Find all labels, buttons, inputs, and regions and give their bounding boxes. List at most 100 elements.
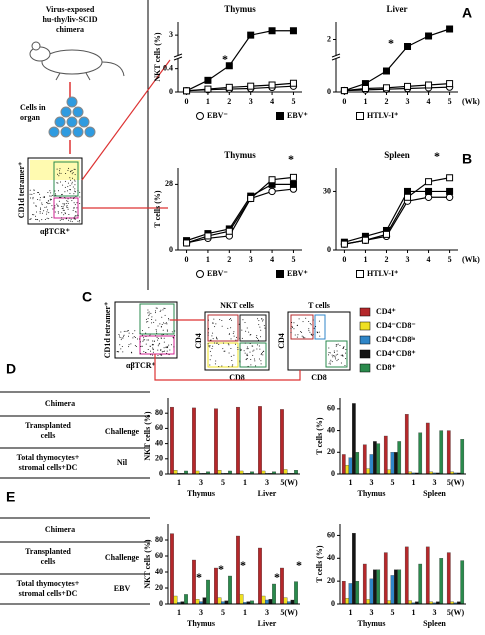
dot — [59, 219, 61, 221]
dot — [237, 347, 239, 349]
dot — [328, 352, 330, 354]
dot — [128, 344, 130, 346]
dot — [246, 348, 248, 350]
dot — [162, 309, 164, 311]
dot — [127, 335, 129, 337]
dot — [164, 307, 166, 309]
point — [340, 240, 348, 248]
dot — [145, 352, 147, 354]
dot — [145, 332, 147, 334]
dot — [156, 307, 158, 309]
dot — [319, 335, 321, 337]
bar — [258, 547, 262, 605]
bar — [366, 599, 370, 605]
dot — [211, 348, 213, 350]
dot — [245, 330, 247, 332]
dot — [33, 189, 35, 191]
x-tick-label: 1 — [363, 255, 367, 264]
dot — [311, 334, 313, 336]
dot — [342, 355, 344, 357]
dot — [77, 214, 79, 216]
legend-marker — [356, 270, 364, 278]
series-line — [186, 176, 294, 244]
dot — [154, 310, 156, 312]
dot — [30, 218, 32, 220]
dot — [67, 190, 69, 192]
dot — [149, 350, 151, 352]
table-cell: stromal cells+DC — [19, 589, 78, 598]
dot — [57, 205, 59, 207]
dot — [210, 339, 212, 341]
dot — [50, 199, 52, 201]
point — [425, 187, 433, 195]
dot — [328, 363, 330, 365]
dot — [157, 325, 159, 327]
dot — [51, 216, 53, 218]
series-line — [344, 190, 450, 243]
dot — [152, 340, 154, 342]
dot — [73, 207, 75, 209]
legend-label: HTLV-I⁺ — [367, 111, 398, 120]
point — [424, 193, 433, 201]
dot — [61, 207, 63, 209]
dot — [70, 189, 72, 191]
dot — [50, 198, 52, 200]
bar — [404, 546, 409, 605]
axis-label: CD8 — [229, 373, 245, 382]
dot — [47, 203, 49, 205]
dot — [123, 334, 125, 336]
dot — [69, 220, 71, 222]
bar — [192, 559, 196, 605]
y-tick-label: 20 — [155, 583, 163, 592]
y-tick-label: 0 — [169, 87, 173, 96]
dot — [118, 333, 120, 335]
dot — [78, 221, 80, 223]
dot — [70, 170, 72, 172]
dot — [33, 192, 35, 194]
dot — [134, 330, 136, 332]
dot — [66, 205, 68, 207]
dot — [168, 344, 170, 346]
dot — [150, 312, 152, 314]
y-tick-label: 3 — [169, 30, 173, 39]
dot — [257, 318, 259, 320]
x-tick-label: 0 — [342, 97, 346, 106]
dot — [48, 218, 50, 220]
dot — [155, 335, 157, 337]
legend-label: CD4⁺CD8ˡᵒ — [376, 335, 416, 344]
dot — [61, 206, 63, 208]
dot — [35, 205, 37, 207]
point — [404, 82, 412, 90]
dot — [161, 351, 163, 353]
dot — [74, 191, 76, 193]
dot — [313, 327, 315, 329]
bar — [362, 563, 367, 605]
dot — [65, 203, 67, 205]
dot — [264, 327, 266, 329]
legend-label: CD4⁺CD8⁺ — [376, 349, 416, 358]
y-tick-label: 80 — [155, 535, 163, 544]
dot — [166, 330, 168, 332]
dot — [300, 331, 302, 333]
dot — [56, 182, 58, 184]
bar — [173, 470, 178, 475]
dot — [61, 193, 63, 195]
dot — [67, 198, 69, 200]
table-header: Transplanted — [25, 421, 71, 430]
dot — [345, 358, 347, 360]
dot — [57, 173, 59, 175]
dot — [210, 355, 212, 357]
dot — [79, 203, 81, 205]
dot — [69, 185, 71, 187]
point — [404, 43, 412, 50]
dot — [74, 180, 76, 182]
dot — [71, 200, 73, 202]
group-label: Spleen — [423, 619, 446, 628]
dot — [231, 365, 233, 367]
dot — [117, 350, 119, 352]
x-tick-label: 5 — [448, 97, 452, 106]
dot — [71, 221, 73, 223]
point — [404, 187, 412, 195]
panel-label: C — [82, 289, 92, 305]
dot — [139, 338, 141, 340]
